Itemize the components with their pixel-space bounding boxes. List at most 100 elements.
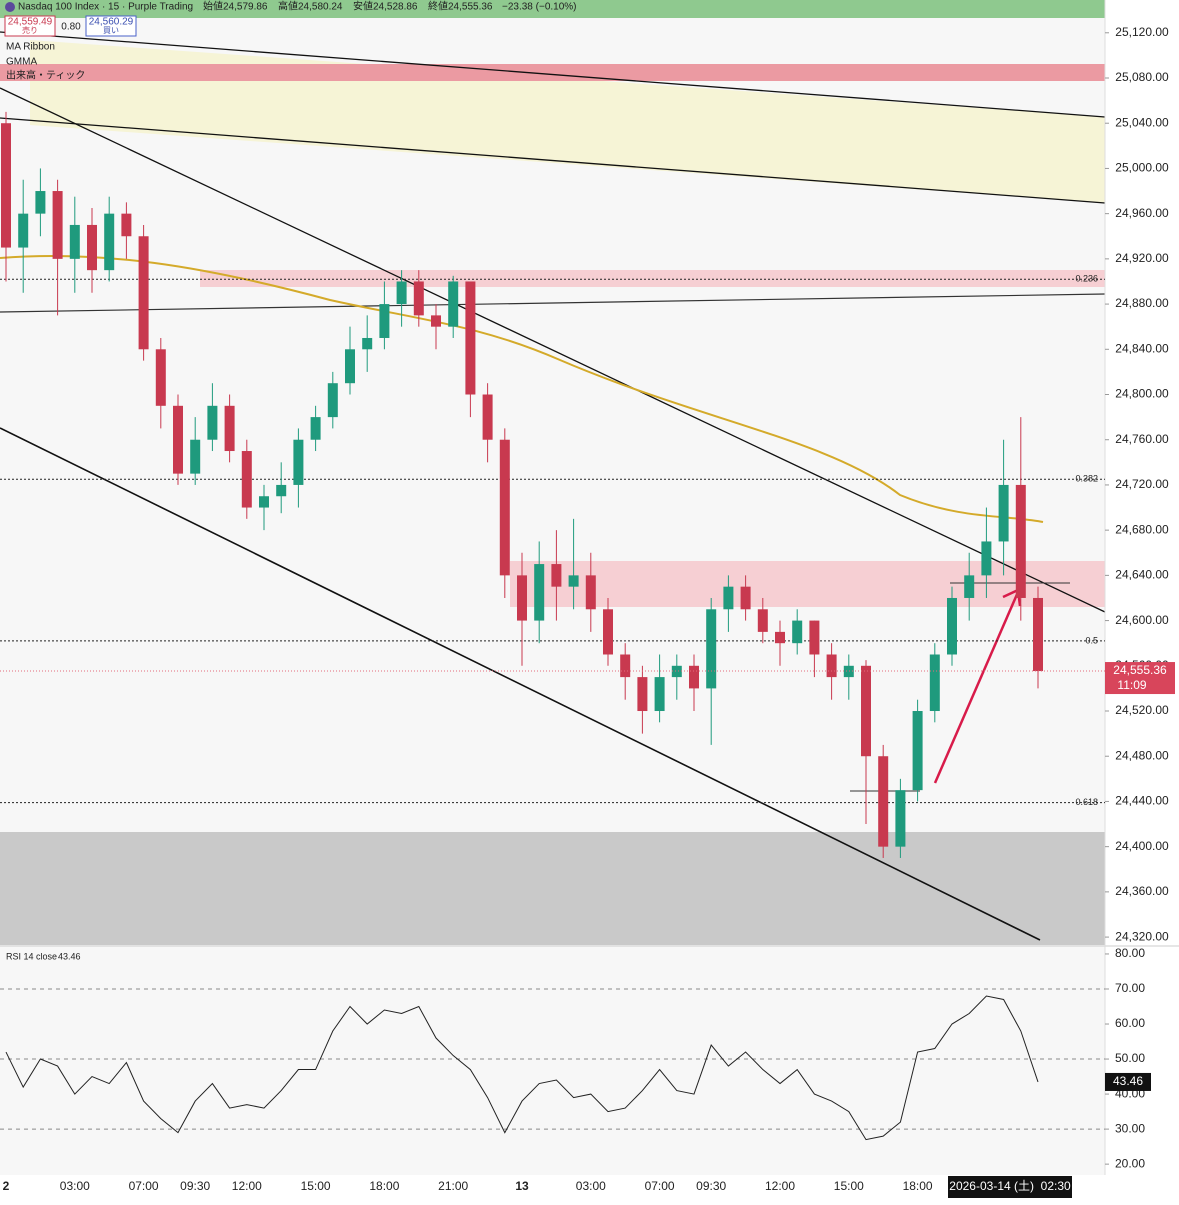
x-tick-label: 07:00 [645, 1179, 675, 1193]
buy-button[interactable] [85, 15, 137, 37]
rsi-value: 43.46 [58, 951, 81, 961]
x-tick-label: 21:00 [438, 1179, 468, 1193]
x-tick-label: 07:00 [129, 1179, 159, 1193]
ohlc-value: 24,579.86 [223, 2, 268, 13]
sell-button[interactable] [4, 15, 56, 37]
candle-body [396, 281, 407, 305]
y-tick-label: 25,000.00 [1115, 161, 1169, 175]
candle-body [52, 191, 63, 259]
y-tick-label: 24,520.00 [1115, 703, 1169, 717]
candle-body [723, 586, 734, 610]
y-tick-label: 24,480.00 [1115, 748, 1169, 762]
y-tick-label: 24,600.00 [1115, 613, 1169, 627]
candle-body [345, 349, 355, 384]
indicator-label[interactable]: MA Ribbon [6, 42, 55, 53]
candle-body [654, 677, 665, 712]
candle-body [35, 191, 46, 214]
buy-label[interactable]: 買い [103, 26, 119, 35]
candle-body [878, 756, 889, 847]
ohlc-value: 24,580.24 [298, 2, 343, 13]
candle-body [912, 711, 923, 791]
candle-body [775, 631, 785, 644]
y-tick-label: 24,760.00 [1115, 432, 1169, 446]
candle-body [69, 224, 80, 259]
fib-label: 0.618 [1075, 797, 1098, 807]
candle-body [362, 337, 373, 350]
y-tick-label: 30.00 [1115, 1121, 1145, 1135]
y-tick-label: 70.00 [1115, 981, 1145, 995]
rsi-value-box [1105, 1072, 1151, 1091]
x-tick-label: 15:00 [834, 1179, 864, 1193]
candle-body [207, 405, 218, 440]
candle-body [1033, 597, 1043, 672]
rsi-value-label: 43.46 [1113, 1074, 1143, 1088]
ohlc-value: 24,528.86 [373, 2, 418, 13]
moving-average [0, 254, 1044, 523]
x-tick-label: 2 [3, 1179, 10, 1193]
y-tick-label: 24,400.00 [1115, 839, 1169, 853]
candle-body [327, 383, 338, 418]
y-tick-label: 25,120.00 [1115, 25, 1169, 39]
candle-body [947, 597, 957, 655]
candle-body [310, 417, 321, 440]
candle-body [1, 123, 11, 248]
x-tick-label: 18:00 [369, 1179, 399, 1193]
candle-body [259, 496, 269, 508]
indicator-label[interactable]: 出来高・ティック [6, 69, 85, 82]
crosshair-time: 2026-03-14 (土) 02:30 [949, 1179, 1071, 1193]
candle-body [981, 541, 992, 576]
arrow [933, 591, 1020, 784]
indicator-label[interactable]: GMMA [6, 57, 37, 68]
candle-body [620, 654, 631, 678]
candle-body [379, 304, 390, 338]
candle-body [706, 609, 717, 689]
ohlc-change: −23.38 (−0.10%) [502, 2, 577, 13]
candle-body [104, 213, 115, 271]
y-tick-label: 80.00 [1115, 946, 1145, 960]
rsi-line [5, 995, 1039, 1141]
candle-body [843, 665, 854, 678]
candle-body [465, 281, 476, 395]
buy-price[interactable]: 24,560.29 [89, 17, 134, 28]
header: Nasdaq 100 Index · 15 · Purple Trading 始… [4, 0, 577, 82]
y-tick-label: 24,920.00 [1115, 251, 1169, 265]
candle-body [585, 575, 596, 610]
symbol-title: Nasdaq 100 Index · 15 · Purple Trading [18, 2, 193, 13]
ohlc-label: 高値 [278, 0, 298, 13]
last-price-box [1105, 662, 1175, 695]
candle-body [637, 677, 648, 712]
trendline [0, 31, 1106, 118]
candle-body [895, 790, 906, 847]
x-tick-label: 12:00 [232, 1179, 262, 1193]
candle-body [568, 575, 579, 587]
ohlc-label: 安値 [353, 0, 373, 13]
candle-body [964, 575, 975, 598]
resistance-zone [0, 64, 1105, 81]
candle-body [482, 394, 493, 440]
y-tick-label: 25,080.00 [1115, 70, 1169, 84]
y-tick-label: 20.00 [1115, 1156, 1145, 1170]
candle-body [18, 213, 29, 248]
x-tick-label: 03:00 [576, 1179, 606, 1193]
countdown: 11:09 [1117, 678, 1146, 692]
time-box [948, 1176, 1072, 1198]
y-tick-label: 24,800.00 [1115, 387, 1169, 401]
candle-body [929, 654, 940, 712]
candle-body [241, 451, 252, 508]
y-tick-label: 24,880.00 [1115, 296, 1169, 310]
x-tick-label: 13 [515, 1179, 529, 1193]
candle-body [826, 654, 837, 678]
sell-label[interactable]: 売り [22, 25, 38, 35]
fib-label: 0.5 [1085, 635, 1098, 645]
ohlc-value: 24,555.36 [448, 2, 493, 13]
candle-body [517, 575, 527, 621]
y-tick-label: 24,440.00 [1115, 794, 1169, 808]
candle-body [861, 665, 871, 757]
rsi-title: RSI 14 close [6, 951, 57, 961]
y-tick-label: 60.00 [1115, 1016, 1145, 1030]
candle-body [155, 349, 166, 406]
trendline [0, 117, 1106, 204]
logo [5, 2, 15, 12]
sell-price[interactable]: 24,559.49 [8, 17, 53, 28]
supply-zone [200, 270, 1105, 287]
